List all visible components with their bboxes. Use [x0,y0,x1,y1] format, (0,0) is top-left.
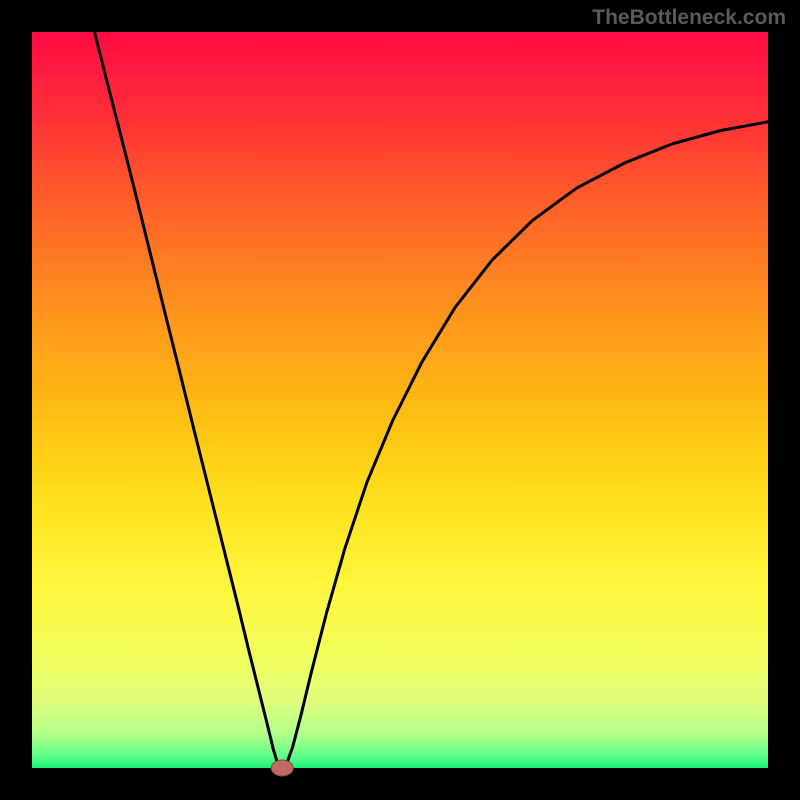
chart-svg [0,0,800,800]
min-marker [271,760,293,776]
bottleneck-chart: TheBottleneck.com [0,0,800,800]
plot-area [32,32,768,768]
